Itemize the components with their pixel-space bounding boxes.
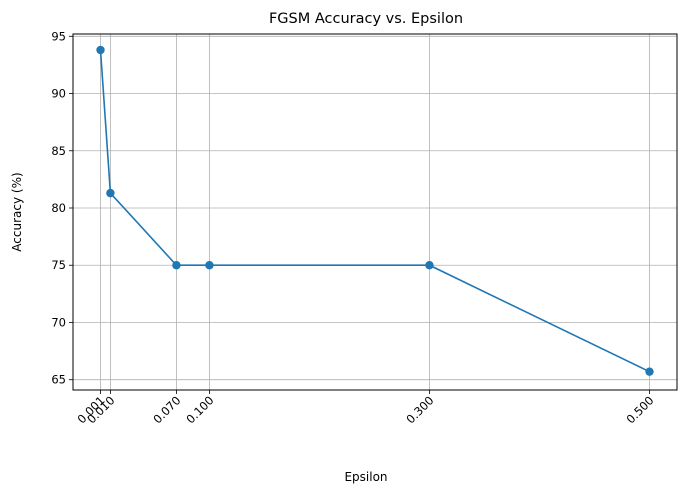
series-line	[99, 49, 650, 373]
y-tick-label: 90	[51, 87, 66, 101]
y-tick-label: 95	[51, 29, 66, 43]
x-tick-label: 0.100	[183, 393, 216, 426]
plot-frame	[72, 33, 678, 391]
x-tick-label: 0.300	[403, 393, 436, 426]
x-tick-label: 0.070	[150, 393, 183, 426]
y-tick-label: 65	[51, 373, 66, 387]
y-tick-label: 75	[51, 258, 66, 272]
data-point	[106, 188, 115, 198]
y-axis-label: Accuracy (%)	[10, 172, 24, 251]
data-point	[645, 367, 654, 376]
y-tick-label: 85	[51, 144, 66, 158]
series-layer	[96, 45, 654, 376]
data-point	[96, 45, 105, 55]
grid-lines	[73, 34, 677, 390]
x-tick-label: 0.500	[623, 393, 656, 426]
x-axis-label: Epsilon	[344, 470, 387, 484]
data-point	[172, 261, 181, 270]
chart-title: FGSM Accuracy vs. Epsilon	[269, 11, 463, 27]
y-tick-label: 70	[51, 315, 66, 329]
y-tick-label: 80	[51, 201, 66, 215]
data-point	[205, 261, 214, 270]
data-point	[425, 261, 434, 270]
